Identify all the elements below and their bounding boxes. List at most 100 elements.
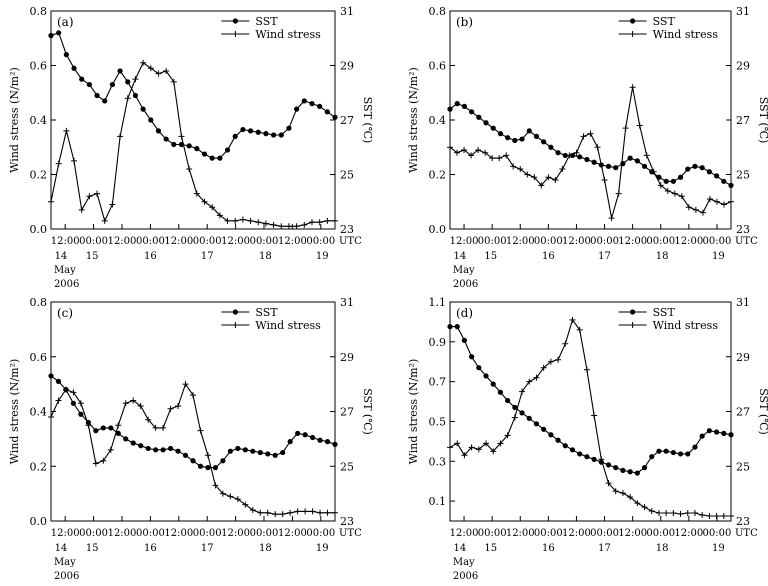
left-axis-tick-label: 0.2: [30, 169, 48, 182]
wind-stress-data-point: [132, 76, 139, 83]
sst-data-point: [461, 337, 468, 343]
sst-data-point: [100, 425, 106, 431]
x-axis-month-label: May: [54, 265, 76, 276]
legend-plus-marker: [629, 322, 636, 328]
x-axis-tick-label: 12:00: [51, 236, 80, 247]
sst-data-point: [48, 32, 54, 39]
wind-stress-data-point: [92, 460, 99, 467]
wind-stress-data-point: [657, 182, 664, 189]
sst-data-point: [548, 144, 554, 150]
right-axis-tick-label: 31: [340, 5, 354, 18]
x-axis-day-label: 19: [712, 543, 725, 554]
sst-data-point: [713, 429, 720, 435]
sst-data-point: [163, 136, 169, 142]
wind-stress-data-point: [77, 400, 84, 407]
sst-data-point: [569, 447, 576, 453]
sst-data-point: [115, 430, 121, 436]
sst-data-point: [656, 448, 662, 454]
wind-stress-data-point: [519, 388, 526, 395]
wind-stress-data-point: [239, 216, 246, 223]
sst-data-point: [454, 101, 460, 107]
sst-data-point: [447, 106, 453, 112]
sst-data-point: [265, 451, 271, 457]
sst-data-point: [627, 469, 633, 475]
sst-data-point: [555, 150, 561, 156]
legend-circle-marker: [232, 18, 238, 24]
wind-stress-data-point: [163, 67, 170, 74]
x-axis-day-label: 15: [484, 251, 497, 262]
wind-stress-data-point: [170, 78, 177, 85]
x-axis-tick-label: 12:00: [618, 236, 647, 247]
wind-stress-data-point: [287, 509, 294, 516]
x-axis-tick-label: 12:00: [506, 236, 535, 247]
wind-stress-data-point: [504, 432, 511, 439]
x-axis-tick-label: 12:00: [674, 528, 703, 539]
wind-stress-data-point: [279, 511, 286, 518]
wind-stress-data-point: [124, 95, 131, 102]
wind-stress-data-point: [201, 198, 208, 205]
sst-data-point: [63, 52, 69, 58]
wind-stress-data-point: [447, 444, 453, 451]
sst-data-point: [270, 132, 277, 138]
wind-stress-data-point: [107, 446, 114, 453]
wind-stress-data-point: [175, 403, 182, 410]
x-axis-day-label: 14: [55, 251, 68, 262]
wind-stress-data-point: [247, 217, 254, 224]
x-axis-tick-label: 12:00: [278, 528, 307, 539]
wind-stress-data-point: [496, 155, 503, 162]
sst-data-point: [235, 445, 241, 452]
sst-data-point: [197, 463, 204, 469]
wind-stress-data-point: [249, 507, 256, 514]
sst-data-point: [584, 454, 590, 460]
sst-data-point: [685, 166, 691, 172]
wind-stress-data-point: [629, 84, 636, 91]
wind-stress-data-point: [706, 513, 713, 520]
x-axis-tick-label: 00:00: [646, 528, 675, 539]
chart-panel: 0.0 0.2 0.4 0.6 0.8 23 25 27 29 31 Wind stress (N/…: [8, 296, 374, 582]
left-axis-tick-label: 0.6: [30, 60, 48, 73]
right-axis-tick-label: 27: [736, 406, 750, 419]
wind-stress-data-point: [482, 149, 489, 156]
left-axis-tick-label: 0.5: [429, 415, 447, 428]
sst-data-point: [148, 117, 154, 123]
wind-stress-data-point: [531, 174, 538, 181]
sst-data-point: [117, 68, 123, 74]
wind-stress-data-point: [242, 501, 249, 508]
left-axis-tick-label: 0.6: [429, 60, 447, 73]
wind-stress-data-point: [510, 163, 517, 170]
wind-stress-data-point: [538, 182, 545, 189]
sst-data-point: [48, 373, 54, 379]
x-axis-day-label: 17: [598, 251, 611, 262]
wind-stress-data-point: [332, 509, 338, 516]
wind-stress-data-point: [612, 488, 619, 495]
sst-data-point: [247, 128, 254, 134]
sst-data-point: [512, 404, 518, 410]
x-axis-unit-label: UTC: [735, 528, 758, 539]
sst-data-point: [461, 103, 468, 109]
wind-stress-data-point: [511, 414, 518, 421]
wind-stress-data-point: [601, 176, 608, 183]
sst-data-point: [620, 467, 626, 473]
wind-stress-data-point: [526, 378, 533, 385]
sst-data-point: [591, 159, 597, 165]
sst-data-point: [182, 452, 189, 458]
x-axis-day-label: 17: [201, 251, 214, 262]
left-axis-tick-label: 0.8: [30, 296, 48, 309]
sst-series-line: [450, 326, 732, 474]
chart-panel: 0.0 0.2 0.4 0.6 0.8 23 25 27 29 31 Wind stress (N/…: [8, 5, 374, 290]
left-axis-tick-label: 0.3: [429, 455, 447, 468]
sst-data-point: [476, 114, 482, 120]
sst-data-point: [224, 147, 231, 153]
wind-stress-data-point: [78, 206, 85, 213]
left-axis-tick-label: 0.2: [429, 169, 447, 182]
wind-stress-data-point: [634, 500, 641, 507]
wind-stress-data-point: [224, 217, 231, 224]
right-axis-tick-label: 29: [340, 60, 354, 73]
sst-data-point: [562, 443, 568, 449]
sst-data-point: [706, 428, 712, 434]
plot-frame: [449, 301, 732, 522]
sst-data-point: [577, 451, 583, 457]
x-axis-tick-label: 00:00: [193, 236, 222, 247]
plot-frame: [50, 301, 336, 522]
